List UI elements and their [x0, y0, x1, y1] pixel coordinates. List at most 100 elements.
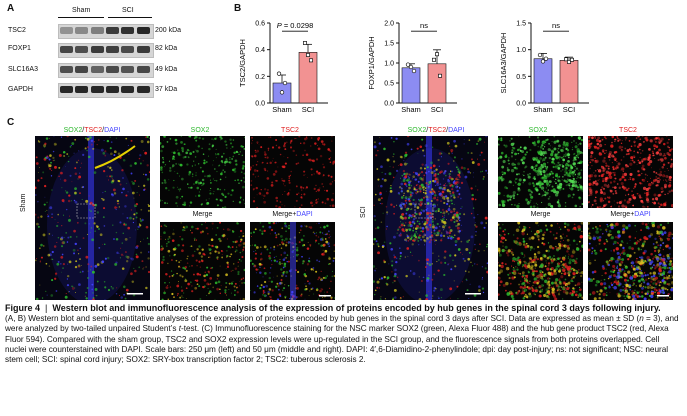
fluorescence-speck [559, 278, 561, 280]
fluorescence-speck [561, 286, 566, 291]
fluorescence-speck [601, 186, 604, 189]
fluorescence-speck [663, 281, 667, 285]
fluorescence-speck [425, 298, 429, 300]
fluorescence-speck [452, 236, 455, 239]
fluorescence-speck [410, 148, 413, 151]
fluorescence-speck [323, 233, 325, 236]
fluorescence-speck [44, 210, 46, 212]
fluorescence-speck [208, 248, 212, 251]
fluorescence-speck [205, 160, 208, 164]
fluorescence-speck [324, 202, 327, 205]
fluorescence-speck [270, 183, 274, 187]
fluorescence-speck [263, 198, 265, 199]
fluorescence-speck [453, 156, 457, 159]
fluorescence-speck [268, 288, 272, 291]
fluorescence-speck [288, 179, 291, 182]
fluorescence-speck [578, 286, 581, 289]
fluorescence-speck [407, 224, 411, 227]
fluorescence-speck [50, 258, 52, 260]
fluorescence-speck [643, 236, 647, 240]
fluorescence-speck [67, 263, 69, 265]
y-tick-label: 0.5 [384, 81, 394, 88]
significance-label: P = 0.0298 [277, 21, 314, 30]
fluorescence-speck [588, 164, 589, 166]
fluorescence-speck [396, 257, 398, 259]
fluorescence-speck [192, 150, 195, 153]
fluorescence-speck [264, 272, 267, 275]
fluorescence-speck [464, 175, 468, 179]
fluorescence-speck [616, 267, 618, 269]
fluorescence-speck [662, 266, 664, 269]
fluorescence-speck [650, 181, 653, 183]
fluorescence-speck [303, 235, 305, 237]
fluorescence-speck [134, 269, 137, 273]
fluorescence-speck [540, 283, 544, 288]
fluorescence-speck [563, 173, 566, 177]
fluorescence-speck [499, 240, 503, 243]
fluorescence-speck [403, 216, 407, 220]
fluorescence-speck [415, 231, 417, 233]
fluorescence-speck [523, 277, 526, 279]
fluorescence-speck [625, 153, 628, 156]
fluorescence-speck [162, 161, 165, 164]
fluorescence-speck [254, 244, 257, 247]
fluorescence-speck [611, 145, 613, 147]
fluorescence-speck [243, 246, 245, 248]
fluorescence-speck [573, 223, 576, 226]
fluorescence-speck [656, 225, 661, 229]
fluorescence-speck [402, 169, 406, 173]
fluorescence-speck [77, 249, 79, 251]
fluorescence-speck [658, 177, 660, 179]
fluorescence-speck [232, 200, 234, 202]
fluorescence-speck [669, 257, 672, 260]
fluorescence-speck [606, 223, 608, 226]
fluorescence-speck [393, 256, 397, 259]
fluorescence-speck [659, 158, 662, 160]
fluorescence-speck [418, 222, 421, 225]
fluorescence-speck [78, 253, 80, 255]
blot-band [90, 46, 104, 53]
fluorescence-speck [555, 164, 557, 166]
fluorescence-speck [283, 239, 286, 242]
fluorescence-speck [628, 246, 632, 250]
fluorescence-speck [444, 220, 446, 223]
wb-protein-label: SLC16A3 [8, 66, 38, 73]
fluorescence-speck [190, 245, 193, 247]
fluorescence-speck [530, 165, 534, 169]
fluorescence-speck [653, 147, 656, 150]
blot-band [75, 66, 89, 73]
fluorescence-speck [315, 158, 319, 161]
fluorescence-speck [227, 245, 230, 248]
fluorescence-speck [167, 262, 169, 265]
fluorescence-speck [432, 295, 434, 297]
fluorescence-speck [666, 297, 668, 299]
fluorescence-speck [572, 272, 576, 276]
fluorescence-speck [373, 293, 376, 296]
fluorescence-speck [163, 136, 166, 138]
fluorescence-speck [84, 137, 87, 140]
fluorescence-speck [35, 156, 38, 159]
fluorescence-speck [517, 182, 521, 186]
fluorescence-speck [403, 156, 406, 159]
fluorescence-speck [462, 253, 463, 255]
fluorescence-speck [547, 277, 550, 280]
fluorescence-speck [226, 228, 230, 231]
fluorescence-speck [521, 231, 525, 236]
fluorescence-speck [175, 195, 179, 199]
fluorescence-speck [660, 274, 663, 276]
fluorescence-speck [596, 236, 600, 240]
fluorescence-speck [646, 205, 649, 208]
fluorescence-speck [195, 287, 197, 289]
fluorescence-speck [598, 296, 601, 300]
fluorescence-speck [641, 168, 644, 171]
fluorescence-speck [567, 281, 571, 285]
fluorescence-speck [325, 233, 327, 236]
fluorescence-speck [575, 269, 577, 272]
fluorescence-speck [621, 148, 623, 151]
fluorescence-speck [121, 191, 123, 194]
fluorescence-speck [416, 227, 419, 230]
fluorescence-speck [659, 247, 661, 249]
fluorescence-speck [646, 174, 648, 176]
fluorescence-speck [557, 161, 560, 164]
fluorescence-speck [273, 256, 276, 259]
